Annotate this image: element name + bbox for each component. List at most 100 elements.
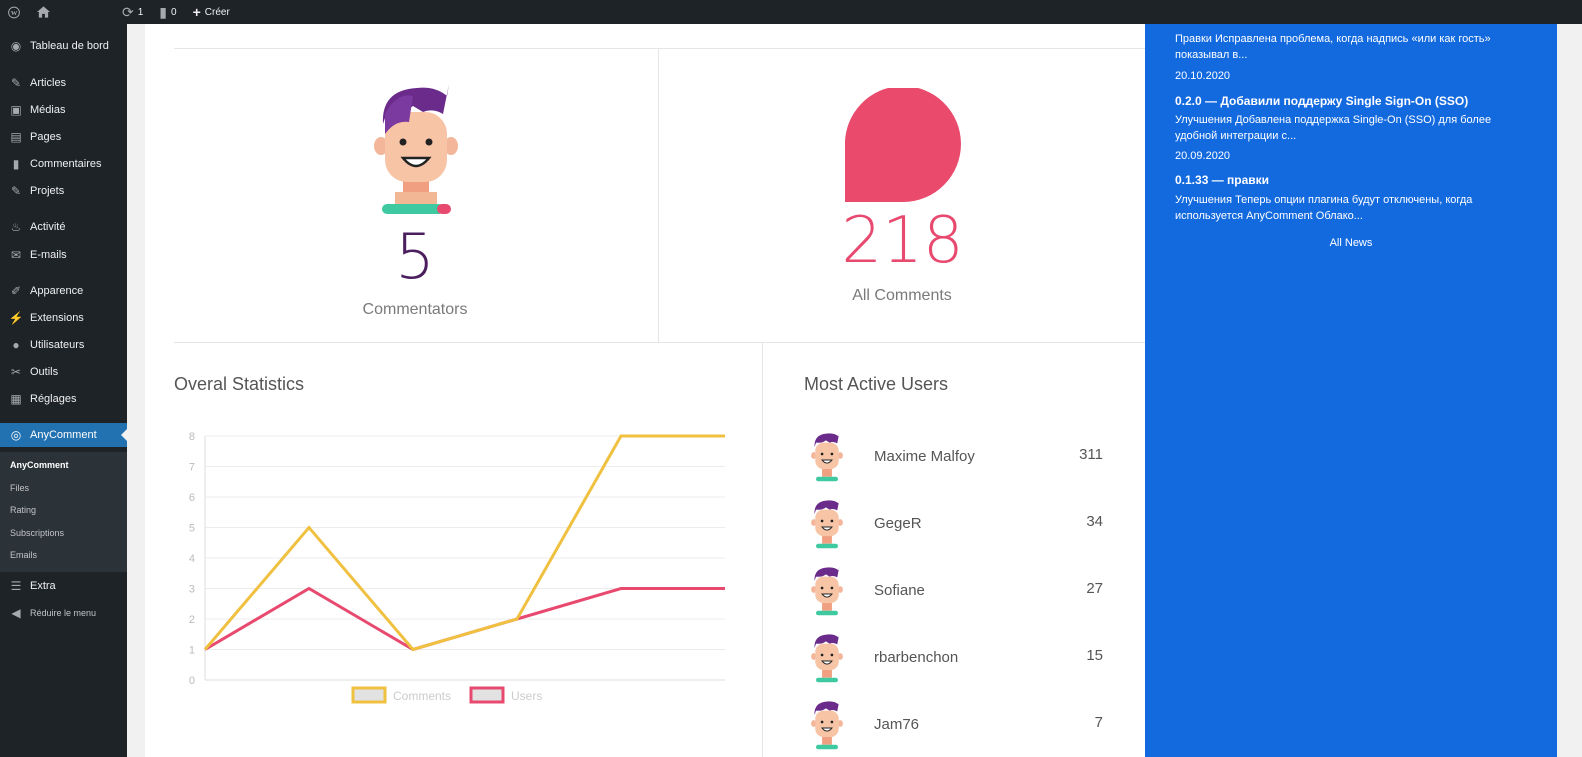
sidebar-item-tools[interactable]: ✂ Outils (0, 360, 127, 384)
user-comment-count: 7 (1094, 714, 1103, 731)
comment-bubble-icon (845, 88, 961, 202)
news-title-link[interactable]: 0.2.0 — Добавили поддержу Single Sign-On… (1175, 94, 1469, 108)
legend-label[interactable]: Comments (393, 689, 451, 703)
plugin-icon: ⚡ (8, 311, 24, 325)
anycomment-submenu: AnyComment Files Rating Subscriptions Em… (0, 452, 127, 572)
sidebar-item-pages[interactable]: ▤ Pages (0, 125, 127, 149)
commentators-label: Commentators (362, 301, 468, 318)
y-tick-label: 8 (189, 431, 195, 443)
user-name: rbarbenchon (874, 649, 959, 666)
admin-bar: W ⟳ 1 ▮ 0 + Créer (0, 0, 1582, 24)
wrench-icon: ✂ (10, 365, 22, 379)
collapse-menu-button[interactable]: ◀ Réduire le menu (0, 601, 127, 625)
site-home-button[interactable] (28, 0, 58, 24)
comments-count: 0 (171, 6, 177, 18)
user-comment-count: 34 (1086, 513, 1103, 530)
overall-statistics-chart: 0 1 2 3 4 5 6 7 8 Comments Users (189, 431, 725, 704)
news-date: 20.10.2020 (1175, 70, 1231, 82)
user-comment-count: 311 (1079, 446, 1103, 463)
sidebar-item-appearance[interactable]: ✐ Apparence (0, 279, 127, 303)
avatar (805, 700, 849, 750)
sidebar-item-articles[interactable]: ✎ Articles (0, 71, 127, 95)
submenu-emails[interactable]: Emails (10, 550, 38, 560)
overall-statistics-title: Overal Statistics (174, 374, 305, 394)
news-excerpt: Улучшения Теперь опции плагина будут отк… (1175, 194, 1473, 222)
avatar (805, 432, 849, 482)
main-content: 5 Commentators 218 All Comments Overal S… (145, 24, 1145, 757)
sidebar-item-dashboard[interactable]: ◉ Tableau de bord (0, 34, 127, 58)
home-icon (36, 6, 50, 18)
y-tick-label: 2 (189, 614, 195, 626)
list-item[interactable]: Sofiane 27 (805, 566, 1115, 618)
news-date: 20.09.2020 (1175, 150, 1231, 162)
news-excerpt: Улучшения Добавлена поддержка Single-On … (1175, 114, 1492, 142)
list-item[interactable]: Maxime Malfoy 311 (805, 432, 1115, 484)
user-comment-count: 15 (1086, 647, 1103, 664)
updates-button[interactable]: ⟳ 1 (58, 0, 151, 24)
news-title-link[interactable]: 0.1.33 — правки (1175, 173, 1270, 187)
sidebar-item-extensions[interactable]: ⚡ Extensions (8, 311, 84, 325)
submenu-anycomment[interactable]: AnyComment (10, 460, 69, 470)
submenu-files[interactable]: Files (10, 483, 30, 493)
pin-icon: ✎ (10, 184, 22, 198)
user-name: Sofiane (874, 582, 925, 599)
series-line-comments (203, 434, 725, 652)
news-excerpt: Правки Исправлена проблема, когда надпис… (1175, 33, 1491, 61)
commentator-avatar-icon (374, 84, 458, 214)
news-panel: Правки Исправлена проблема, когда надпис… (1145, 24, 1557, 757)
page-icon: ▤ (10, 130, 22, 144)
stats-divider (658, 48, 659, 342)
updates-count: 1 (137, 6, 144, 18)
list-item[interactable]: GegeR 34 (805, 499, 1115, 551)
legend-swatch (351, 686, 387, 704)
sidebar-item-settings[interactable]: ▦ Réglages (0, 387, 127, 411)
sidebar-item-users[interactable]: ● Utilisateurs (0, 333, 127, 357)
list-item[interactable]: rbarbenchon 15 (805, 633, 1115, 685)
legend-swatch (469, 686, 505, 704)
new-content-button[interactable]: + Créer (185, 0, 238, 24)
y-tick-label: 6 (189, 492, 195, 504)
sidebar-item-anycomment[interactable]: ◎ AnyComment (0, 423, 127, 447)
dashboard-icon: ◉ (10, 39, 22, 53)
sidebar-item-comments[interactable]: ▮ Commentaires (0, 152, 127, 176)
submenu-subscriptions[interactable]: Subscriptions (10, 528, 65, 538)
most-active-users-title: Most Active Users (804, 374, 949, 394)
all-news-link[interactable]: All News (1329, 237, 1373, 249)
collapse-icon: ◀ (11, 606, 21, 620)
comments-count: 218 (841, 204, 964, 278)
commentators-count: 5 (395, 220, 435, 293)
list-item[interactable]: Jam76 7 (805, 700, 1115, 752)
user-comment-count: 27 (1086, 580, 1103, 597)
admin-sidebar: ◉ Tableau de bord ✎ Articles ▣ Médias ▤ Page… (0, 24, 127, 757)
activity-icon: ♨ (10, 220, 22, 234)
refresh-icon: ⟳ (122, 3, 134, 20)
y-tick-label: 5 (189, 523, 195, 535)
svg-text:W: W (11, 9, 18, 16)
user-icon: ● (12, 338, 20, 352)
media-icon: ▣ (10, 103, 22, 117)
pin-icon: ✎ (10, 76, 22, 90)
brush-icon: ✐ (10, 284, 22, 298)
sidebar-item-projects[interactable]: ✎ Projets (0, 179, 127, 203)
user-name: GegeR (874, 515, 922, 532)
comment-icon: ▮ (159, 3, 168, 20)
sidebar-item-media[interactable]: ▣ Médias (0, 98, 127, 122)
y-tick-label: 4 (189, 553, 195, 565)
y-tick-label: 1 (189, 645, 195, 657)
new-content-label: Créer (204, 6, 230, 18)
sidebar-item-extra[interactable]: ☰ Extra (0, 574, 127, 598)
sidebar-item-activity[interactable]: ♨ Activité (0, 215, 127, 239)
bottom-divider (762, 342, 763, 757)
avatar (805, 566, 849, 616)
submenu-rating[interactable]: Rating (10, 505, 37, 515)
y-tick-label: 3 (189, 584, 195, 596)
settings-icon: ▦ (10, 392, 22, 406)
wordpress-logo-button[interactable]: W (0, 0, 28, 24)
sidebar-item-emails[interactable]: ✉ E-mails (0, 243, 127, 267)
email-icon: ✉ (10, 248, 22, 262)
legend-label[interactable]: Users (511, 689, 542, 703)
plus-icon: + (192, 4, 201, 20)
section-divider (174, 342, 1145, 343)
y-tick-label: 0 (189, 675, 195, 687)
comments-button[interactable]: ▮ 0 (151, 0, 184, 24)
